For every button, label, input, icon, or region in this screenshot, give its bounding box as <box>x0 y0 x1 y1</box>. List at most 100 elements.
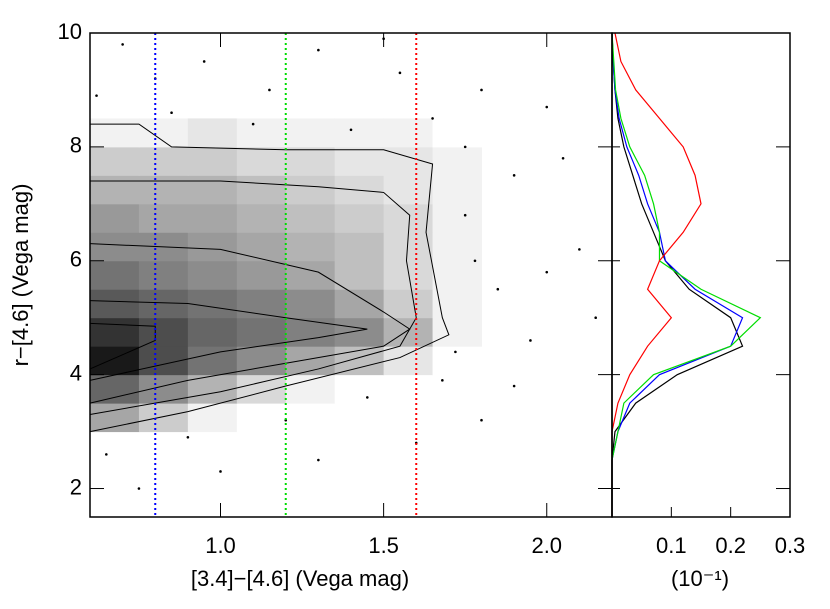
side-x-axis-label: (10⁻¹) <box>671 566 729 591</box>
y-tick-label: 8 <box>70 133 82 158</box>
density-cell <box>236 317 287 347</box>
density-cell <box>334 403 385 433</box>
density-cell <box>236 146 287 176</box>
histogram-line <box>611 32 702 517</box>
scatter-point <box>317 458 320 462</box>
scatter-point <box>545 270 549 274</box>
scatter-point <box>186 435 190 439</box>
density-cell <box>383 374 434 404</box>
density-cell <box>187 260 238 290</box>
scatter-point <box>366 396 369 399</box>
density-cell <box>187 289 238 319</box>
density-cell <box>90 175 140 205</box>
side-frame <box>611 32 791 518</box>
density-cell <box>432 203 482 233</box>
density-cell <box>383 403 434 433</box>
density-cell <box>334 118 385 148</box>
scatter-point <box>545 105 549 109</box>
density-cell <box>187 374 238 404</box>
scatter-point <box>480 88 483 92</box>
density-cell <box>285 374 336 404</box>
scatter-point <box>463 213 467 217</box>
density-cell <box>90 289 140 319</box>
density-cell <box>432 374 482 404</box>
density-cell <box>432 232 482 262</box>
density-cell <box>236 374 287 404</box>
density-cell <box>383 260 434 290</box>
scatter-point <box>202 60 206 63</box>
scatter-point <box>137 487 141 490</box>
density-cell <box>432 260 482 290</box>
y-tick-label: 10 <box>58 19 82 44</box>
scatter-point <box>578 248 581 251</box>
density-cell <box>334 317 385 347</box>
density-cell <box>285 232 336 262</box>
x-axis-label: [3.4]−[4.6] (Vega mag) <box>191 566 409 591</box>
density-cell <box>187 146 238 176</box>
y-axis-label: r−[4.6] (Vega mag) <box>8 184 33 367</box>
density-cell <box>236 118 287 148</box>
x-tick-label: 2.0 <box>531 533 562 558</box>
density-cell <box>285 317 336 347</box>
density-cell <box>187 317 238 347</box>
density-cell <box>383 289 434 319</box>
density-cell <box>90 203 140 233</box>
density-cell <box>90 146 140 176</box>
density-cell <box>90 374 140 404</box>
scatter-point <box>349 128 353 132</box>
density-cell <box>90 403 140 433</box>
density-cell <box>285 260 336 290</box>
density-cell <box>334 232 385 262</box>
density-cell <box>236 289 287 319</box>
density-cell <box>187 118 238 148</box>
density-cell <box>138 403 189 433</box>
density-cell <box>383 118 434 148</box>
density-cell <box>138 118 189 148</box>
density-cell <box>90 260 140 290</box>
density-cell <box>187 175 238 205</box>
scatter-point <box>251 122 255 126</box>
density-cell <box>383 346 434 376</box>
density-cell <box>187 203 238 233</box>
density-cell <box>285 146 336 176</box>
density-cell <box>138 175 189 205</box>
side-x-tick-label: 0.3 <box>775 533 806 558</box>
density-cell <box>90 232 140 262</box>
histogram-line <box>611 32 762 517</box>
density-cell <box>285 403 336 433</box>
scatter-point <box>317 48 320 52</box>
density-cell <box>138 203 189 233</box>
scatter-point <box>512 384 516 388</box>
scatter-point <box>512 174 516 177</box>
density-cell <box>432 317 482 347</box>
density-cell <box>187 403 238 433</box>
scatter-point <box>219 470 222 473</box>
scatter-point <box>529 339 532 342</box>
density-cell <box>138 374 189 404</box>
density-cell <box>334 203 385 233</box>
density-cell <box>187 232 238 262</box>
histogram-line <box>611 32 744 517</box>
density-cell <box>334 260 385 290</box>
density-cell <box>90 118 140 148</box>
scatter-point <box>170 111 173 115</box>
contour <box>89 243 411 404</box>
density-cell <box>383 146 434 176</box>
density-cell <box>334 146 385 176</box>
density-cell <box>285 175 336 205</box>
y-tick-label: 2 <box>70 474 82 499</box>
density-cell <box>334 374 385 404</box>
density-cell <box>236 175 287 205</box>
x-tick-label: 1.0 <box>205 533 236 558</box>
density-cell <box>432 403 482 433</box>
scatter-point <box>480 418 483 422</box>
scatter-point <box>105 453 108 456</box>
density-cell <box>236 260 287 290</box>
scatter-point <box>496 287 500 291</box>
density-cell <box>432 346 482 376</box>
density-cell <box>334 289 385 319</box>
density-cell <box>138 260 189 290</box>
density-cell <box>432 289 482 319</box>
density-cell <box>236 232 287 262</box>
